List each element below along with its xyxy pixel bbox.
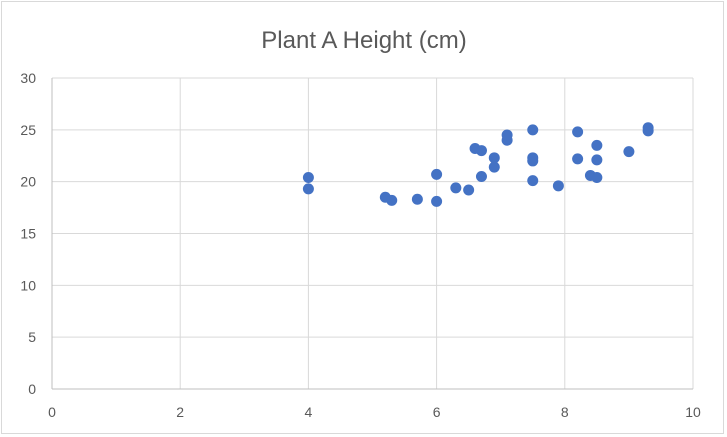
y-tick-label: 5 (28, 329, 36, 345)
data-point (431, 195, 443, 207)
chart-title: Plant A Height (cm) (261, 27, 466, 54)
x-tick-label: 2 (176, 404, 184, 420)
data-point (527, 124, 539, 136)
data-point (591, 139, 603, 151)
data-point (488, 161, 500, 173)
data-point (475, 145, 487, 157)
data-point (591, 154, 603, 166)
y-tick-label: 15 (20, 226, 36, 242)
y-tick-label: 30 (20, 70, 36, 86)
data-point (411, 193, 423, 205)
x-tick-label: 8 (561, 404, 569, 420)
data-point (302, 172, 314, 184)
data-point (302, 183, 314, 195)
data-point (431, 168, 443, 180)
y-tick-label: 10 (20, 277, 36, 293)
data-point (463, 184, 475, 196)
data-point (623, 146, 635, 158)
y-tick-label: 25 (20, 122, 36, 138)
data-point (386, 194, 398, 206)
data-point (501, 134, 513, 146)
x-tick-label: 6 (433, 404, 441, 420)
data-point (572, 126, 584, 138)
data-point (527, 155, 539, 167)
data-points (302, 122, 654, 207)
gridlines (52, 77, 694, 389)
y-tick-label: 20 (20, 174, 36, 190)
x-tick-label: 10 (685, 404, 701, 420)
data-point (527, 175, 539, 187)
data-point (475, 170, 487, 182)
y-tick-label: 0 (28, 381, 36, 397)
data-point (450, 182, 462, 194)
x-tick-label: 0 (48, 404, 56, 420)
x-tick-label: 4 (305, 404, 313, 420)
data-point (488, 152, 500, 164)
data-point (642, 125, 654, 137)
data-point (591, 172, 603, 184)
axes: 0 5 10 15 20 25 30 0 2 4 6 8 10 (20, 70, 701, 420)
data-point (572, 153, 584, 165)
data-point (552, 180, 564, 192)
